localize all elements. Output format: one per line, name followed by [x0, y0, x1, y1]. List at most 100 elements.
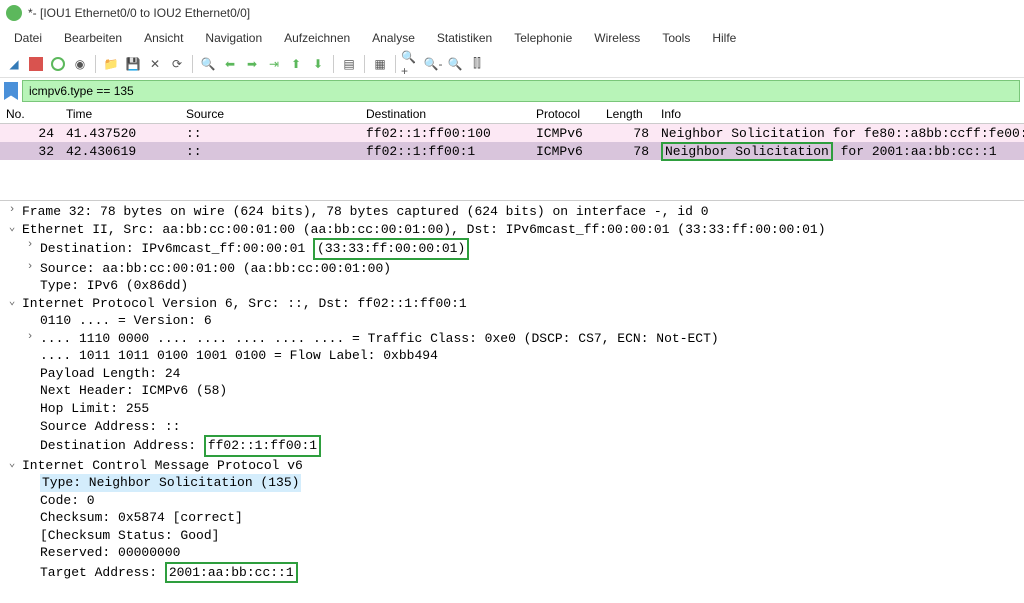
separator — [333, 55, 334, 73]
menu-statistiken[interactable]: Statistiken — [427, 28, 502, 48]
detail-ipv6-da[interactable]: Destination Address: ff02::1:ff00:1 — [0, 435, 1024, 457]
info-rest: for 2001:aa:bb:cc::1 — [833, 144, 997, 159]
ipv6-da-highlight: ff02::1:ff00:1 — [204, 435, 321, 457]
expand-icon[interactable]: › — [6, 203, 18, 218]
cell-len: 78 — [600, 126, 655, 141]
find-icon[interactable]: 🔍 — [198, 54, 218, 74]
display-filter-input[interactable] — [22, 80, 1020, 102]
separator — [364, 55, 365, 73]
cell-info: Neighbor Solicitation for fe80::a8bb:ccf… — [655, 126, 1024, 141]
detail-icmp-ta[interactable]: Target Address: 2001:aa:bb:cc::1 — [0, 562, 1024, 584]
reload-icon[interactable]: ⟳ — [167, 54, 187, 74]
cell-time: 41.437520 — [60, 126, 180, 141]
menu-navigation[interactable]: Navigation — [195, 28, 272, 48]
filter-bar — [0, 78, 1024, 104]
menu-analyse[interactable]: Analyse — [362, 28, 425, 48]
detail-ipv6-hl[interactable]: Hop Limit: 255 — [0, 400, 1024, 418]
detail-icmp-code[interactable]: Code: 0 — [0, 492, 1024, 510]
zoom-out-icon[interactable]: 🔍- — [423, 54, 443, 74]
menubar: Datei Bearbeiten Ansicht Navigation Aufz… — [0, 26, 1024, 50]
menu-aufzeichnen[interactable]: Aufzeichnen — [274, 28, 360, 48]
menu-telephonie[interactable]: Telephonie — [504, 28, 582, 48]
menu-bearbeiten[interactable]: Bearbeiten — [54, 28, 132, 48]
colorize-icon[interactable]: ▦ — [370, 54, 390, 74]
detail-eth-dst[interactable]: ›Destination: IPv6mcast_ff:00:00:01 (33:… — [0, 238, 1024, 260]
col-length[interactable]: Length — [600, 105, 655, 123]
toolbar: ◢ ◉ 📁 💾 ✕ ⟳ 🔍 ⬅ ➡ ⇥ ⬆ ⬇ ▤ ▦ 🔍+ 🔍- 🔍 ⫿⫿ — [0, 50, 1024, 78]
titlebar: *- [IOU1 Ethernet0/0 to IOU2 Ethernet0/0… — [0, 0, 1024, 26]
menu-datei[interactable]: Datei — [4, 28, 52, 48]
open-file-icon[interactable]: 📁 — [101, 54, 121, 74]
cell-src: :: — [180, 144, 360, 159]
menu-hilfe[interactable]: Hilfe — [702, 28, 746, 48]
expand-icon[interactable]: › — [24, 330, 36, 345]
next-icon[interactable]: ➡ — [242, 54, 262, 74]
window-title: *- [IOU1 Ethernet0/0 to IOU2 Ethernet0/0… — [28, 6, 250, 20]
collapse-icon[interactable]: ⌄ — [6, 221, 18, 236]
detail-eth-src[interactable]: ›Source: aa:bb:cc:00:01:00 (aa:bb:cc:00:… — [0, 260, 1024, 278]
last-icon[interactable]: ⬇ — [308, 54, 328, 74]
detail-ipv6-tc[interactable]: ›.... 1110 0000 .... .... .... .... ....… — [0, 330, 1024, 348]
col-source[interactable]: Source — [180, 105, 360, 123]
collapse-icon[interactable]: ⌄ — [6, 457, 18, 472]
cell-info: Neighbor Solicitation for 2001:aa:bb:cc:… — [655, 142, 1024, 161]
prev-icon[interactable]: ⬅ — [220, 54, 240, 74]
resize-cols-icon[interactable]: ⫿⫿ — [467, 54, 487, 74]
start-capture-icon[interactable]: ◢ — [4, 54, 24, 74]
detail-eth[interactable]: ⌄Ethernet II, Src: aa:bb:cc:00:01:00 (aa… — [0, 221, 1024, 239]
app-icon — [6, 5, 22, 21]
jump-icon[interactable]: ⇥ — [264, 54, 284, 74]
expand-icon[interactable]: › — [24, 260, 36, 275]
eth-dst-highlight: (33:33:ff:00:00:01) — [313, 238, 469, 260]
col-destination[interactable]: Destination — [360, 105, 530, 123]
close-file-icon[interactable]: ✕ — [145, 54, 165, 74]
col-protocol[interactable]: Protocol — [530, 105, 600, 123]
bookmark-icon[interactable] — [4, 82, 18, 100]
separator — [192, 55, 193, 73]
collapse-icon[interactable]: ⌄ — [6, 295, 18, 310]
col-no[interactable]: No. — [0, 105, 60, 123]
icmp-ta-highlight: 2001:aa:bb:cc::1 — [165, 562, 298, 584]
cell-src: :: — [180, 126, 360, 141]
detail-icmp-res[interactable]: Reserved: 00000000 — [0, 544, 1024, 562]
detail-icmp-cstat[interactable]: [Checksum Status: Good] — [0, 527, 1024, 545]
cell-time: 42.430619 — [60, 144, 180, 159]
first-icon[interactable]: ⬆ — [286, 54, 306, 74]
cell-len: 78 — [600, 144, 655, 159]
separator — [395, 55, 396, 73]
expand-icon[interactable]: › — [24, 238, 36, 253]
zoom-in-icon[interactable]: 🔍+ — [401, 54, 421, 74]
cell-proto: ICMPv6 — [530, 126, 600, 141]
packet-row[interactable]: 24 41.437520 :: ff02::1:ff00:100 ICMPv6 … — [0, 124, 1024, 142]
detail-eth-type[interactable]: Type: IPv6 (0x86dd) — [0, 277, 1024, 295]
detail-ipv6-ver[interactable]: 0110 .... = Version: 6 — [0, 312, 1024, 330]
autoscroll-icon[interactable]: ▤ — [339, 54, 359, 74]
capture-options-icon[interactable]: ◉ — [70, 54, 90, 74]
col-info[interactable]: Info — [655, 105, 1024, 123]
zoom-reset-icon[interactable]: 🔍 — [445, 54, 465, 74]
detail-icmp[interactable]: ⌄Internet Control Message Protocol v6 — [0, 457, 1024, 475]
detail-ipv6-fl[interactable]: .... 1011 1011 0100 1001 0100 = Flow Lab… — [0, 347, 1024, 365]
packet-list-gap — [0, 160, 1024, 200]
detail-ipv6[interactable]: ⌄Internet Protocol Version 6, Src: ::, D… — [0, 295, 1024, 313]
cell-no: 24 — [0, 126, 60, 141]
menu-tools[interactable]: Tools — [652, 28, 700, 48]
detail-frame[interactable]: ›Frame 32: 78 bytes on wire (624 bits), … — [0, 203, 1024, 221]
stop-capture-icon[interactable] — [26, 54, 46, 74]
detail-ipv6-sa[interactable]: Source Address: :: — [0, 418, 1024, 436]
cell-dst: ff02::1:ff00:100 — [360, 126, 530, 141]
menu-wireless[interactable]: Wireless — [584, 28, 650, 48]
col-time[interactable]: Time — [60, 105, 180, 123]
cell-dst: ff02::1:ff00:1 — [360, 144, 530, 159]
packet-row-selected[interactable]: 32 42.430619 :: ff02::1:ff00:1 ICMPv6 78… — [0, 142, 1024, 160]
detail-ipv6-nh[interactable]: Next Header: ICMPv6 (58) — [0, 382, 1024, 400]
icmp-type-highlight: Type: Neighbor Solicitation (135) — [40, 474, 301, 492]
cell-proto: ICMPv6 — [530, 144, 600, 159]
save-file-icon[interactable]: 💾 — [123, 54, 143, 74]
menu-ansicht[interactable]: Ansicht — [134, 28, 193, 48]
restart-capture-icon[interactable] — [48, 54, 68, 74]
detail-icmp-type[interactable]: Type: Neighbor Solicitation (135) — [0, 474, 1024, 492]
detail-ipv6-pl[interactable]: Payload Length: 24 — [0, 365, 1024, 383]
detail-icmp-cksum[interactable]: Checksum: 0x5874 [correct] — [0, 509, 1024, 527]
info-highlight: Neighbor Solicitation — [661, 142, 833, 161]
